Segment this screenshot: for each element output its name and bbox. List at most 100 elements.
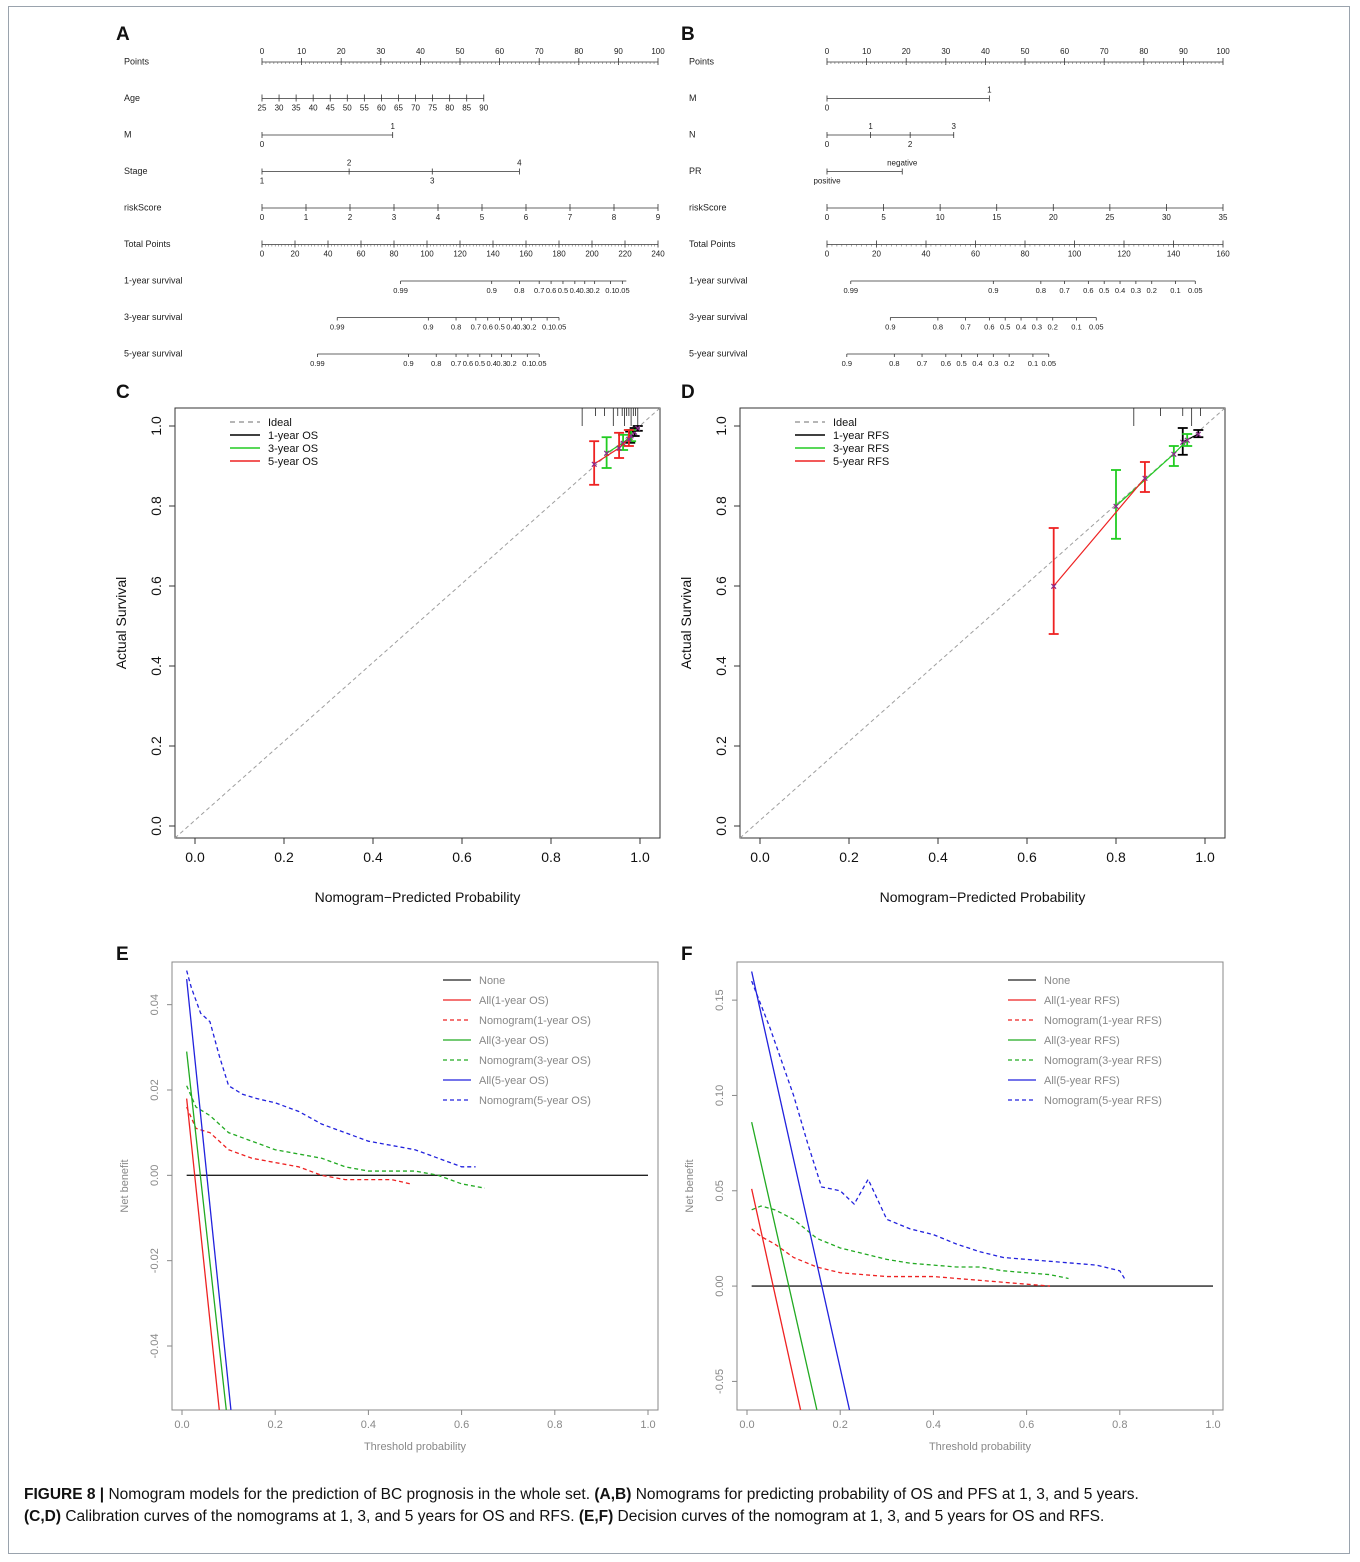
tick-label: 0.3 [580, 286, 590, 295]
tick-label: 160 [519, 250, 533, 259]
x-tick-label: 0.0 [750, 849, 770, 865]
y-tick-label: -0.02 [149, 1248, 161, 1273]
tick-label: 90 [614, 47, 623, 56]
tick-label: 70 [535, 47, 544, 56]
legend-label: All(1-year RFS) [1044, 995, 1120, 1007]
tick-label: 50 [343, 104, 352, 113]
tick-label: 0 [260, 140, 265, 149]
panel-letter: B [681, 24, 695, 45]
tick-label: 2 [347, 159, 352, 168]
caption-ef-text: Decision curves of the nomogram at 1, 3,… [613, 1508, 1105, 1525]
legend-label: 5-year OS [268, 456, 318, 468]
tick-label: 1 [304, 213, 309, 222]
y-axis-label: Actual Survival [113, 577, 129, 670]
tick-label: 90 [1179, 47, 1188, 56]
tick-label: 40 [324, 250, 333, 259]
tick-label: 100 [420, 250, 434, 259]
y-tick-label: -0.04 [149, 1333, 161, 1358]
row-label-age: Age [124, 93, 140, 103]
tick-label: 200 [585, 250, 599, 259]
tick-label: 80 [1021, 250, 1030, 259]
y-tick-label: 0.0 [713, 816, 729, 836]
tick-label: 0.99 [843, 286, 858, 295]
tick-label: 0 [260, 213, 265, 222]
x-tick-label: 0.0 [739, 1419, 754, 1431]
legend-label: None [1044, 975, 1070, 987]
series-line [186, 1085, 486, 1189]
tick-label: 7 [568, 213, 573, 222]
caption-ab-text: Nomograms for predicting probability of … [631, 1486, 1139, 1503]
y-tick-label: 0.02 [149, 1079, 161, 1100]
row-m: 01 [825, 86, 992, 113]
tick-label: 0.05 [552, 323, 567, 332]
row-label-3-year-survival: 3-year survival [124, 312, 183, 322]
ideal-line [174, 407, 661, 839]
tick-label: 0.99 [310, 359, 325, 368]
x-tick-label: 1.0 [1195, 849, 1215, 865]
tick-label: 0.4 [570, 286, 580, 295]
tick-label: 55 [360, 104, 369, 113]
x-tick-label: 0.0 [174, 1419, 189, 1431]
series-line [751, 980, 1126, 1279]
tick-label: 0.7 [451, 359, 461, 368]
decision-curve-rfs-panel: F 0.0 0.2 0.4 0.6 0.8 1.0 -0.05 0.00 0.05 0.10 0.15… [681, 944, 1224, 1453]
series-line [1182, 433, 1199, 443]
series-line [751, 1205, 1069, 1280]
tick-label: 0.6 [941, 359, 951, 368]
tick-label: 0.6 [463, 359, 473, 368]
data-point: × [1171, 449, 1177, 461]
tick-label: 0.3 [1032, 323, 1042, 332]
row-5-year-survival: 0.9 0.8 0.7 0.6 0.5 0.4 0.3 0.2 0.1 0.05 [842, 353, 1056, 368]
tick-label: 40 [309, 104, 318, 113]
series-group [751, 971, 1213, 1410]
caption-ab-label: (A,B) [594, 1486, 632, 1503]
data-point: × [1180, 437, 1186, 449]
data-point: × [628, 431, 634, 443]
panel-letter: D [681, 382, 695, 403]
tick-label: 75 [428, 104, 437, 113]
tick-label: 0.9 [486, 286, 496, 295]
tick-label: 1 [390, 122, 395, 131]
legend-label: Nomogram(5-year RFS) [1044, 1095, 1162, 1107]
figure-caption: FIGURE 8 | Nomogram models for the predi… [24, 1484, 1342, 1528]
panel-letter: C [116, 382, 130, 403]
x-tick-label: 0.8 [1106, 849, 1126, 865]
y-tick-label: 1.0 [713, 416, 729, 436]
x-tick-label: 0.2 [274, 849, 294, 865]
tick-label: 0.9 [423, 323, 433, 332]
series-line [186, 1051, 227, 1410]
row-label-5-year-survival: 5-year survival [124, 348, 183, 358]
x-tick-label: 0.6 [454, 1419, 469, 1431]
row-label-n: N [689, 129, 696, 139]
tick-label: 160 [1216, 250, 1230, 259]
legend-label: 1-year OS [268, 430, 318, 442]
series-line [186, 1098, 220, 1410]
data-point: × [1195, 429, 1201, 441]
ideal-line [739, 407, 1226, 839]
tick-label: 0.2 [1004, 359, 1014, 368]
tick-label: 3 [951, 122, 956, 131]
tick-label: 30 [1162, 213, 1171, 222]
y-axis-label: Net benefit [684, 1159, 696, 1212]
tick-label: 20 [1049, 213, 1058, 222]
tick-label: 6 [524, 213, 529, 222]
tick-label: 5 [881, 213, 886, 222]
y-tick-label: 0.15 [714, 989, 726, 1010]
tick-label: 0.2 [1048, 323, 1058, 332]
legend-label: Ideal [268, 417, 292, 429]
tick-label: negative [887, 159, 918, 168]
tick-label: 45 [326, 104, 335, 113]
tick-label: 70 [1100, 47, 1109, 56]
legend-label: 1-year RFS [833, 430, 889, 442]
tick-label: 0.4 [972, 359, 982, 368]
tick-label: 0 [825, 213, 830, 222]
plot-frame [736, 961, 1224, 1411]
legend-label: Ideal [833, 417, 857, 429]
tick-label: 0.2 [1147, 286, 1157, 295]
row-label-m: M [689, 93, 697, 103]
y-tick-label: 0.4 [148, 656, 164, 676]
caption-cd-label: (C,D) [24, 1508, 62, 1525]
tick-label: 0.1 [605, 286, 615, 295]
row-1-year-survival: 0.99 0.9 0.8 0.7 0.6 0.5 0.4 0.3 0.2 0.1 0.05 [843, 280, 1203, 295]
